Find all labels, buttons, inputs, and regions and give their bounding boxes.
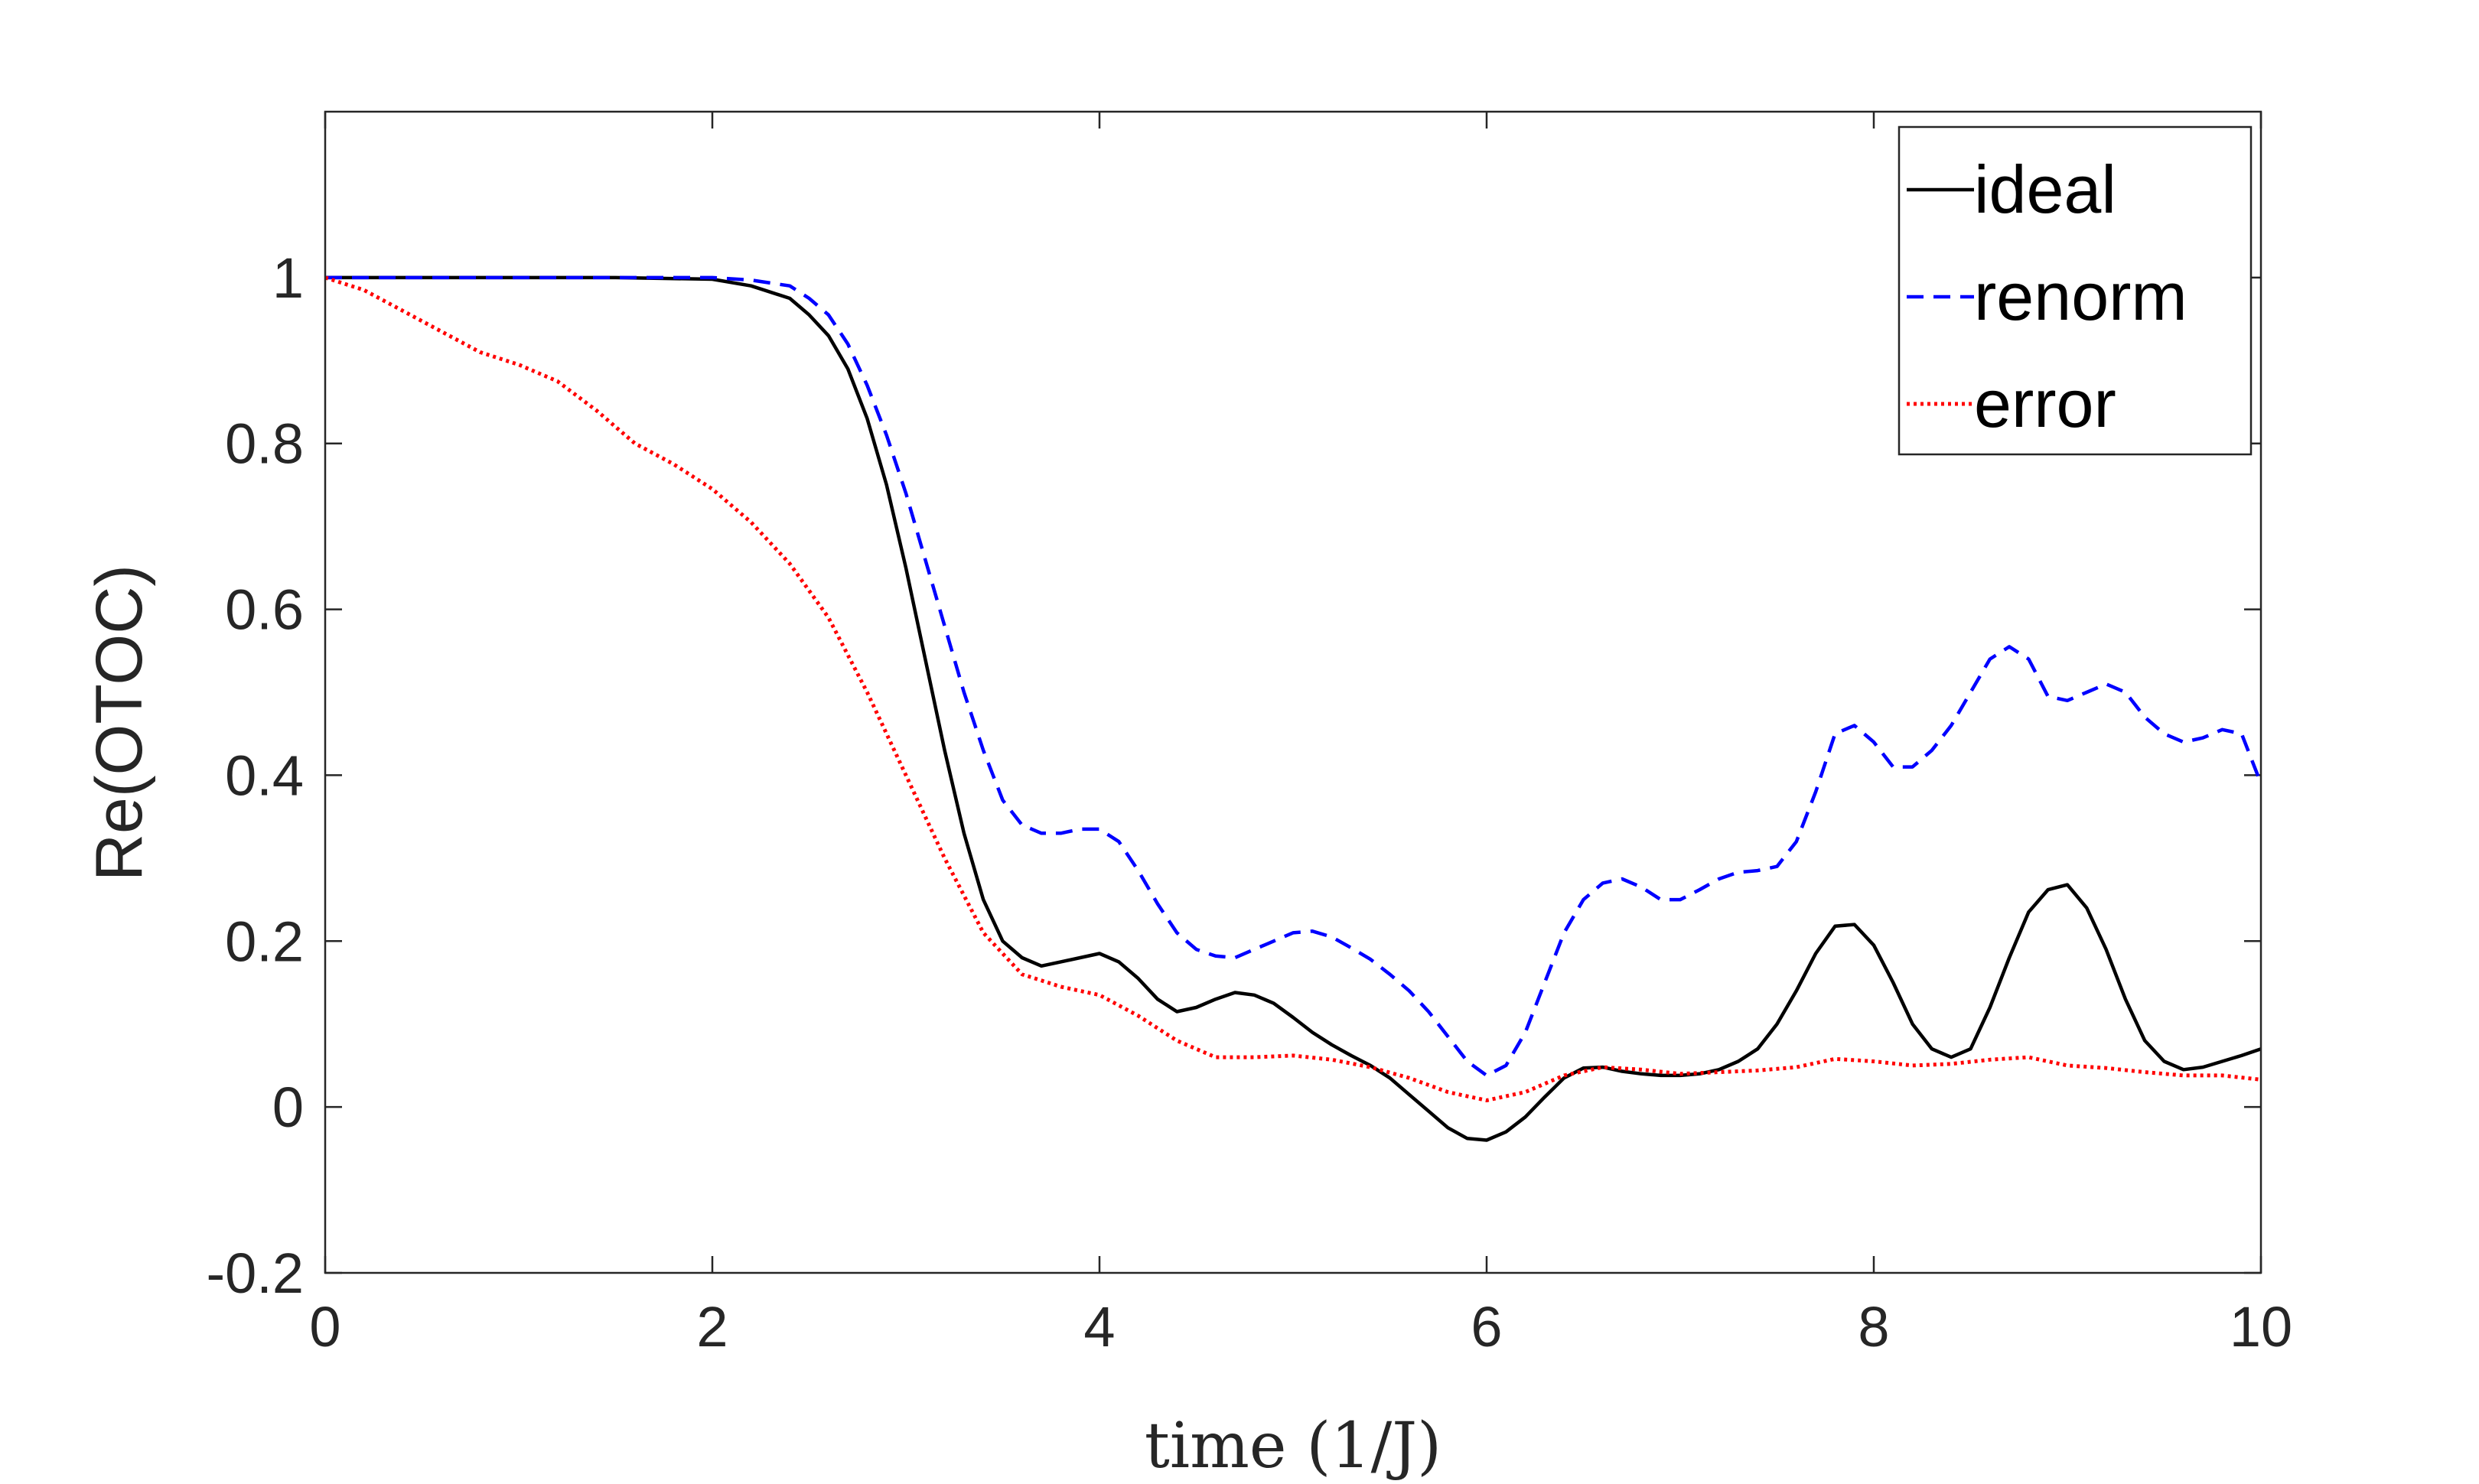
y-tick-label: 0.2 [225,910,304,973]
y-tick-label: -0.2 [206,1242,304,1305]
legend-item-error: error [1907,366,2116,441]
series-lines [324,275,2263,1142]
x-tick-label: 4 [1083,1295,1115,1359]
x-tick-label: 0 [309,1295,340,1359]
y-tick-label: 0.6 [225,578,304,642]
y-axis-label: Re(OTOC) [83,565,156,881]
axes-frame [324,110,2262,1274]
legend-item-ideal: ideal [1907,151,2116,227]
legend-item-renorm: renorm [1907,259,2187,334]
x-tick-label: 8 [1858,1295,1889,1359]
series-line-ideal [325,275,2262,1142]
x-axis-label: time (1/J) [1145,1410,1441,1482]
x-tick-label: 10 [2230,1295,2292,1359]
x-tick-label: 6 [1471,1295,1502,1359]
x-tick-label: 2 [696,1295,728,1359]
legend-label-error: error [1974,366,2116,441]
y-tick-label: 0.4 [225,744,304,807]
y-tick-label: 0 [272,1076,304,1139]
legend: ideal renorm error [1898,125,2253,456]
legend-frame [1898,125,2253,456]
tick-labels: 0 2 4 6 8 10-0.200.20.40.60.81 [206,246,2292,1359]
y-tick-label: 1 [272,246,304,310]
series-line-error [324,275,2262,1102]
legend-label-ideal: ideal [1974,151,2116,227]
y-tick-label: 0.8 [225,412,304,476]
legend-label-renorm: renorm [1974,259,2187,334]
